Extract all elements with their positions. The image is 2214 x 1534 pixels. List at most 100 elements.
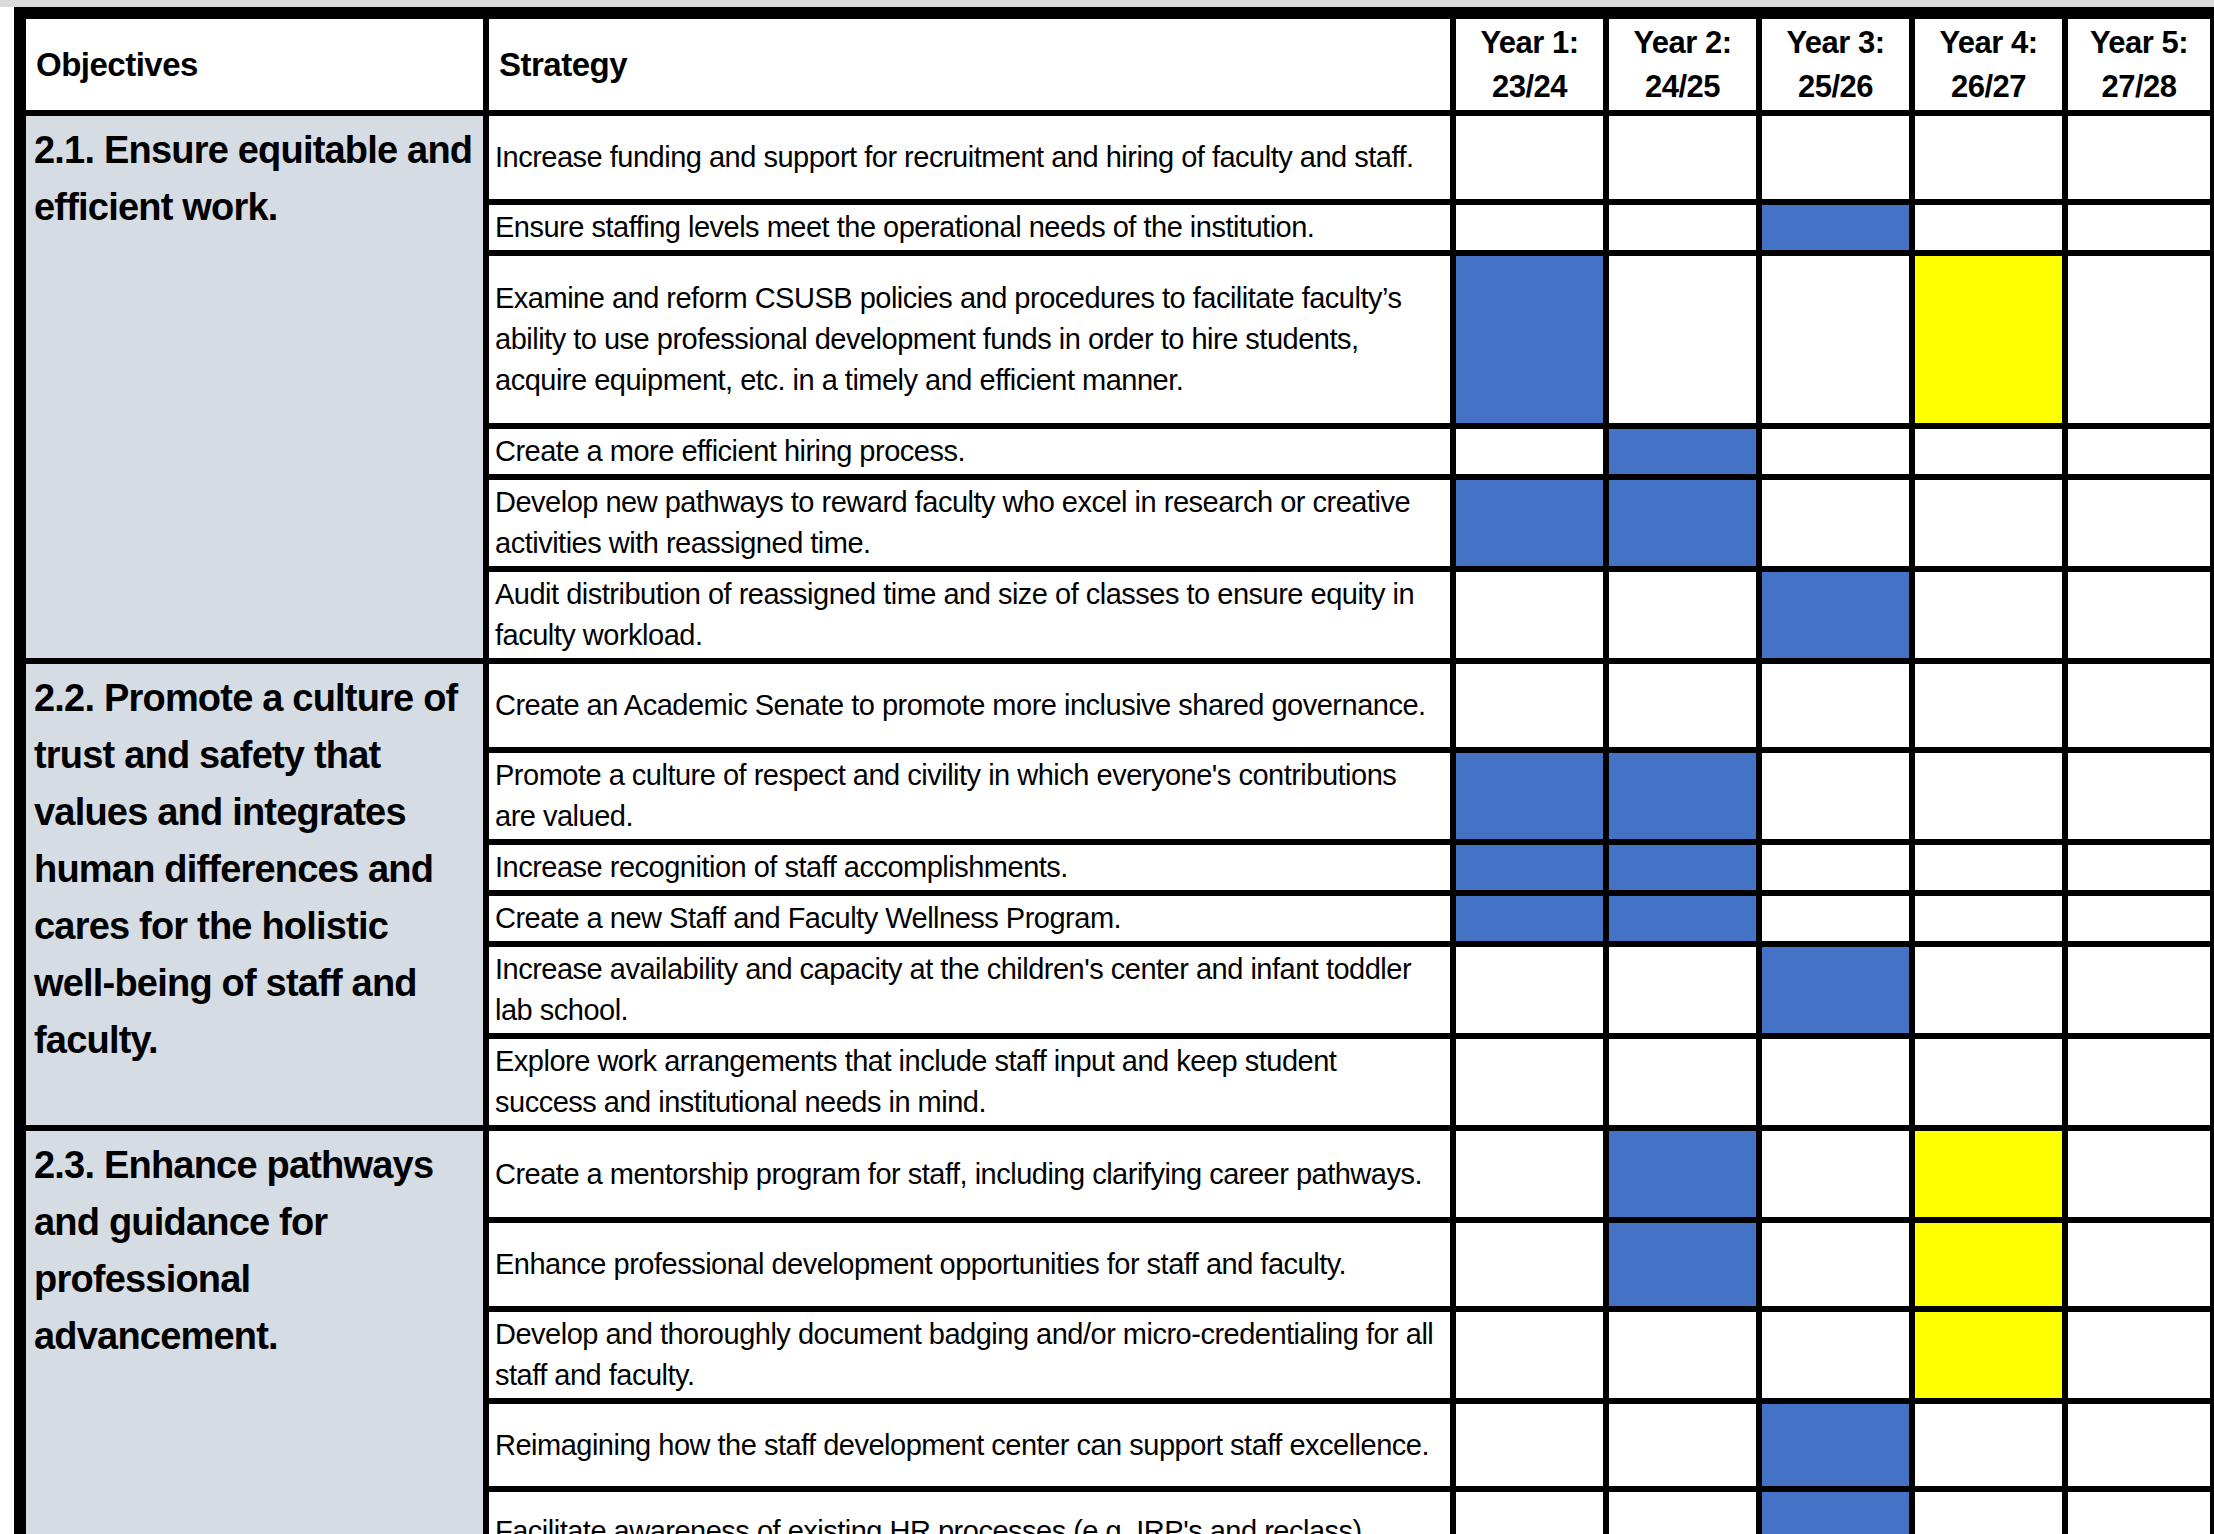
year-4-header: Year 4:26/27 xyxy=(1912,13,2065,113)
year-cell xyxy=(2065,202,2214,253)
year-cell xyxy=(1759,1401,1912,1489)
strategy-cell: Develop and thoroughly document badging … xyxy=(486,1309,1453,1401)
year-cell xyxy=(1912,1489,2065,1534)
year-cell xyxy=(1912,1401,2065,1489)
year-cell xyxy=(2065,1401,2214,1489)
year-cell xyxy=(1453,477,1606,569)
year-cell xyxy=(2065,426,2214,477)
year-cell xyxy=(2065,569,2214,661)
year-cell xyxy=(1453,1128,1606,1220)
year-cell xyxy=(1453,750,1606,842)
table-row: 2.1. Ensure equitable and efficient work… xyxy=(20,113,2214,202)
year-cell xyxy=(1606,477,1759,569)
year-cell xyxy=(1606,113,1759,202)
year-cell xyxy=(1606,944,1759,1036)
year-cell xyxy=(1759,842,1912,893)
year-cell xyxy=(1606,426,1759,477)
table-row: 2.2. Promote a culture of trust and safe… xyxy=(20,661,2214,750)
year-cell xyxy=(1453,569,1606,661)
year-1-header: Year 1:23/24 xyxy=(1453,13,1606,113)
objective-cell-2-3: 2.3. Enhance pathways and guidance for p… xyxy=(20,1128,486,1534)
year-cell xyxy=(1759,1036,1912,1128)
year-cell xyxy=(1606,1036,1759,1128)
year-cell xyxy=(2065,477,2214,569)
strategy-cell: Ensure staffing levels meet the operatio… xyxy=(486,202,1453,253)
top-margin-strip xyxy=(0,0,2214,7)
year-cell xyxy=(1759,1220,1912,1309)
strategy-cell: Reimagining how the staff development ce… xyxy=(486,1401,1453,1489)
year-cell xyxy=(1453,842,1606,893)
strategy-cell: Create an Academic Senate to promote mor… xyxy=(486,661,1453,750)
objectives-column-header: Objectives xyxy=(20,13,486,113)
year-cell xyxy=(1912,1220,2065,1309)
strategy-column-header: Strategy xyxy=(486,13,1453,113)
year-cell xyxy=(2065,1220,2214,1309)
year-cell xyxy=(2065,1128,2214,1220)
year-cell xyxy=(1759,113,1912,202)
objective-cell-2-1: 2.1. Ensure equitable and efficient work… xyxy=(20,113,486,661)
year-cell xyxy=(1606,842,1759,893)
year-cell xyxy=(1759,750,1912,842)
year-cell xyxy=(1453,1309,1606,1401)
year-3-header: Year 3:25/26 xyxy=(1759,13,1912,113)
year-cell xyxy=(1606,750,1759,842)
year-cell xyxy=(1912,113,2065,202)
strategy-cell: Increase availability and capacity at th… xyxy=(486,944,1453,1036)
year-cell xyxy=(1453,1401,1606,1489)
year-cell xyxy=(2065,944,2214,1036)
year-2-header: Year 2:24/25 xyxy=(1606,13,1759,113)
year-cell xyxy=(2065,113,2214,202)
table-row: 2.3. Enhance pathways and guidance for p… xyxy=(20,1128,2214,1220)
year-cell xyxy=(1912,1036,2065,1128)
strategic-plan-table: Objectives Strategy Year 1:23/24 Year 2:… xyxy=(14,7,2214,1534)
strategy-cell: Facilitate awareness of existing HR proc… xyxy=(486,1489,1453,1534)
header-row: Objectives Strategy Year 1:23/24 Year 2:… xyxy=(20,13,2214,113)
year-cell xyxy=(1453,1220,1606,1309)
year-cell xyxy=(1912,750,2065,842)
year-cell xyxy=(1453,426,1606,477)
year-cell xyxy=(1759,569,1912,661)
strategy-cell: Explore work arrangements that include s… xyxy=(486,1036,1453,1128)
year-cell xyxy=(1912,842,2065,893)
strategy-cell: Audit distribution of reassigned time an… xyxy=(486,569,1453,661)
year-cell xyxy=(1759,202,1912,253)
year-cell xyxy=(2065,661,2214,750)
year-cell xyxy=(1453,113,1606,202)
year-cell xyxy=(1606,202,1759,253)
year-cell xyxy=(1453,1489,1606,1534)
strategy-cell: Create a more efficient hiring process. xyxy=(486,426,1453,477)
year-cell xyxy=(1606,661,1759,750)
year-cell xyxy=(2065,893,2214,944)
year-cell xyxy=(1759,944,1912,1036)
year-cell xyxy=(1606,1489,1759,1534)
strategy-cell: Create a mentorship program for staff, i… xyxy=(486,1128,1453,1220)
year-cell xyxy=(1606,1128,1759,1220)
strategy-cell: Increase funding and support for recruit… xyxy=(486,113,1453,202)
year-cell xyxy=(2065,1036,2214,1128)
strategy-cell: Develop new pathways to reward faculty w… xyxy=(486,477,1453,569)
strategy-cell: Promote a culture of respect and civilit… xyxy=(486,750,1453,842)
year-cell xyxy=(1759,1309,1912,1401)
year-cell xyxy=(1759,253,1912,426)
year-cell xyxy=(2065,842,2214,893)
year-cell xyxy=(1453,253,1606,426)
year-cell xyxy=(1453,893,1606,944)
strategy-cell: Create a new Staff and Faculty Wellness … xyxy=(486,893,1453,944)
strategy-cell: Examine and reform CSUSB policies and pr… xyxy=(486,253,1453,426)
year-cell xyxy=(1759,893,1912,944)
year-cell xyxy=(1453,661,1606,750)
year-cell xyxy=(1606,569,1759,661)
year-cell xyxy=(1912,1309,2065,1401)
year-cell xyxy=(2065,1309,2214,1401)
year-cell xyxy=(2065,1489,2214,1534)
strategy-cell: Increase recognition of staff accomplish… xyxy=(486,842,1453,893)
year-cell xyxy=(1453,202,1606,253)
year-cell xyxy=(1912,893,2065,944)
year-cell xyxy=(1759,426,1912,477)
year-cell xyxy=(1453,944,1606,1036)
year-cell xyxy=(1912,944,2065,1036)
year-cell xyxy=(1759,1128,1912,1220)
year-cell xyxy=(1759,1489,1912,1534)
year-cell xyxy=(1912,569,2065,661)
year-cell xyxy=(1912,477,2065,569)
